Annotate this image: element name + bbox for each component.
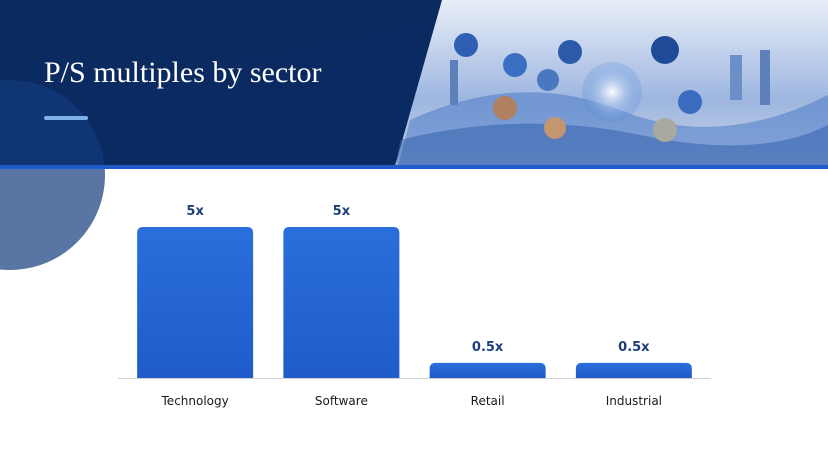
- value-label: 0.5x: [472, 340, 504, 355]
- bar: [283, 227, 400, 378]
- header-decor: [0, 80, 105, 270]
- image-decor: [396, 33, 828, 166]
- bar: [137, 227, 254, 378]
- value-label: 5x: [186, 204, 204, 219]
- value-label: 5x: [333, 204, 351, 219]
- bar: [429, 362, 546, 378]
- chart-title: P/S multiples by sector: [44, 56, 322, 89]
- bar: [575, 362, 692, 378]
- value-label: 0.5x: [618, 340, 650, 355]
- x-tick-label: Retail: [471, 394, 505, 408]
- header-stripe: [0, 165, 828, 169]
- x-tick-label: Technology: [161, 394, 229, 408]
- title-underline: [44, 116, 88, 120]
- x-tick-label: Industrial: [606, 394, 662, 408]
- x-tick-label: Software: [315, 394, 368, 408]
